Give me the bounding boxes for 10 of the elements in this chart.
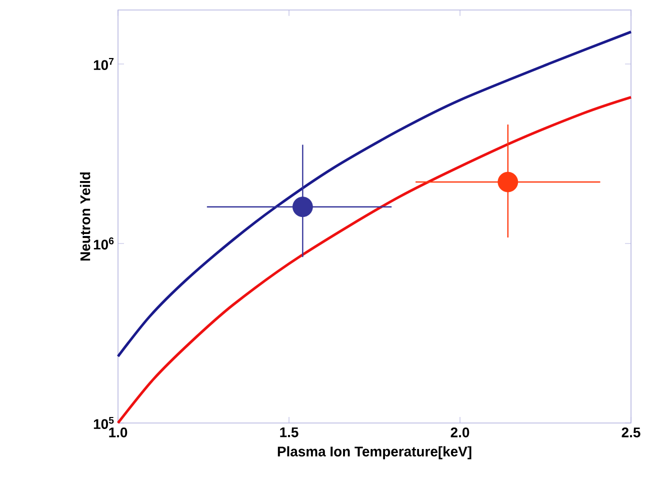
line-series bbox=[116, 30, 632, 358]
x-tick-label: 1.0 bbox=[109, 427, 128, 438]
x-tick-label: 2.5 bbox=[622, 427, 640, 438]
x-tick-label: 1.5 bbox=[280, 427, 298, 438]
x-axis-title: Plasma Ion Temperature[keV] bbox=[278, 446, 472, 460]
line-series bbox=[116, 96, 632, 424]
x-tick-label: 2.0 bbox=[450, 427, 470, 438]
y-tick-label: 10$^{6}$ bbox=[94, 237, 114, 250]
y-tick-label: 10$^{7}$ bbox=[94, 58, 114, 70]
y-axis-title: Neutron Yeild bbox=[80, 172, 90, 260]
